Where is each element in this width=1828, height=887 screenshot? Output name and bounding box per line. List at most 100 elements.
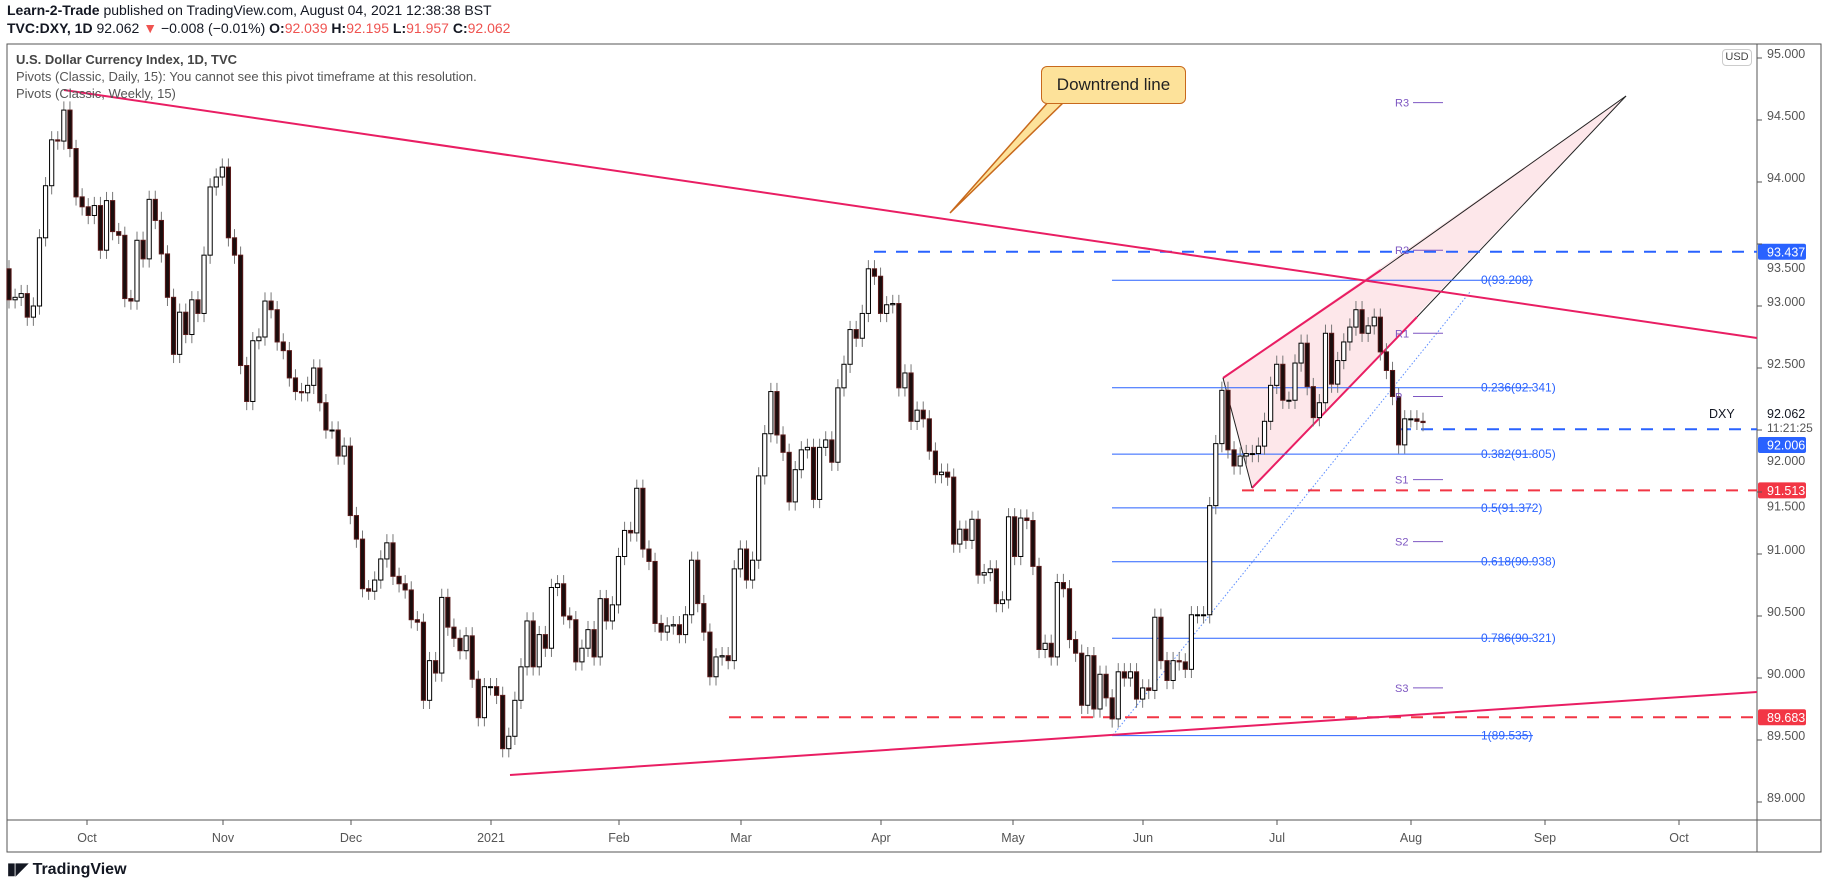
pivots-weekly-legend[interactable]: Pivots (Classic, Weekly, 15) xyxy=(16,86,176,101)
candle xyxy=(1328,324,1335,393)
candle-body xyxy=(1396,396,1402,446)
time-tick-label: May xyxy=(1001,831,1025,845)
candle-body xyxy=(865,268,871,314)
candle xyxy=(1146,679,1152,700)
candle xyxy=(140,231,146,268)
time-axis[interactable]: Oct Nov Dec 2021 Feb Mar Apr May Jun Jul Aug Sep Oct xyxy=(77,820,1689,845)
candle xyxy=(420,613,427,709)
candle xyxy=(1249,444,1255,463)
candle-body xyxy=(1164,660,1170,681)
candle xyxy=(1127,663,1134,687)
candle-body xyxy=(1054,582,1060,658)
candle xyxy=(1170,651,1176,690)
candle-body xyxy=(335,429,341,457)
pivots-daily-legend[interactable]: Pivots (Classic, Daily, 15): You cannot … xyxy=(16,69,477,84)
candle xyxy=(658,614,664,641)
candle-body xyxy=(1072,639,1079,654)
candle-body xyxy=(42,185,49,239)
candle-body xyxy=(609,604,615,622)
pivot-label: S2 xyxy=(1395,537,1408,549)
candle-body xyxy=(689,559,695,616)
candle xyxy=(1018,509,1024,566)
open-value: 92.039 xyxy=(284,20,328,36)
candle xyxy=(384,534,390,568)
candle xyxy=(1207,496,1213,624)
price-badge xyxy=(1758,709,1806,726)
pivot-label: S1 xyxy=(1395,475,1408,487)
pivot-label: S3 xyxy=(1395,683,1408,695)
price-badge-label: 89.683 xyxy=(1767,711,1805,725)
candle-body xyxy=(1292,362,1298,401)
wedge-lower-line xyxy=(1251,316,1418,489)
candle-body xyxy=(195,299,201,314)
candle xyxy=(1292,354,1298,409)
candle xyxy=(1322,324,1329,412)
candle-body xyxy=(1018,517,1024,557)
candle xyxy=(707,623,713,686)
candle-body xyxy=(1176,660,1182,663)
candle-body xyxy=(1005,516,1012,601)
candle xyxy=(640,479,646,558)
candle-body xyxy=(183,311,189,336)
candle-body xyxy=(1274,363,1280,386)
price-axis[interactable]: 93.437 92.006 91.513 89.683 95.000 94.500 94.0… xyxy=(1757,47,1806,805)
candle-body xyxy=(451,626,457,639)
candle-body xyxy=(902,372,908,389)
candle xyxy=(1383,343,1390,380)
candle-body xyxy=(1347,326,1353,343)
candle xyxy=(372,571,378,600)
candle xyxy=(999,591,1006,613)
candle-body xyxy=(189,299,195,336)
candle-body xyxy=(1060,582,1067,590)
candle-body xyxy=(554,583,561,588)
candle xyxy=(561,575,567,625)
price-tick-label: 89.500 xyxy=(1767,729,1805,743)
candle xyxy=(981,563,987,584)
downtrend-callout[interactable]: Downtrend line xyxy=(1041,66,1186,104)
candle-body xyxy=(1231,449,1237,467)
candle-body xyxy=(1012,516,1018,557)
candle-body xyxy=(951,476,957,545)
candle-body xyxy=(36,237,43,307)
candle xyxy=(1182,653,1188,678)
candle-body xyxy=(756,475,762,561)
candle xyxy=(250,332,256,411)
candle-body xyxy=(24,293,30,318)
currency-button[interactable]: USD xyxy=(1722,49,1752,66)
candle-body xyxy=(201,254,207,314)
candle-body xyxy=(957,528,963,545)
time-tick-label: Jul xyxy=(1269,831,1285,845)
candle-body xyxy=(1140,687,1146,700)
fib-level-label: 0.618(90.938) xyxy=(1481,555,1556,569)
candle xyxy=(701,594,707,641)
candle xyxy=(268,292,274,319)
candle xyxy=(1420,412,1426,432)
candle-body xyxy=(975,518,981,576)
candle xyxy=(749,551,756,589)
candle-body xyxy=(1237,455,1243,467)
candle-body xyxy=(719,655,725,658)
candle xyxy=(573,611,579,671)
candle-body xyxy=(231,237,238,256)
candle xyxy=(670,616,676,635)
candle xyxy=(1024,509,1030,530)
candle-body xyxy=(61,109,67,142)
candle-body xyxy=(372,579,378,592)
candle-body xyxy=(317,367,323,404)
candle-body xyxy=(298,391,305,394)
candle-body xyxy=(292,377,299,393)
candle xyxy=(975,510,981,584)
price-badge-label: 91.513 xyxy=(1767,484,1805,498)
candle xyxy=(116,222,122,244)
candle xyxy=(506,727,512,758)
candle xyxy=(353,506,360,548)
candle-body xyxy=(1109,697,1115,720)
candle xyxy=(6,260,12,309)
candle-body xyxy=(1322,332,1329,404)
candle xyxy=(359,530,366,598)
time-tick-label: Sep xyxy=(1534,831,1556,845)
candle-body xyxy=(731,568,737,662)
candle-body xyxy=(1133,671,1140,700)
candle-body xyxy=(420,621,427,701)
